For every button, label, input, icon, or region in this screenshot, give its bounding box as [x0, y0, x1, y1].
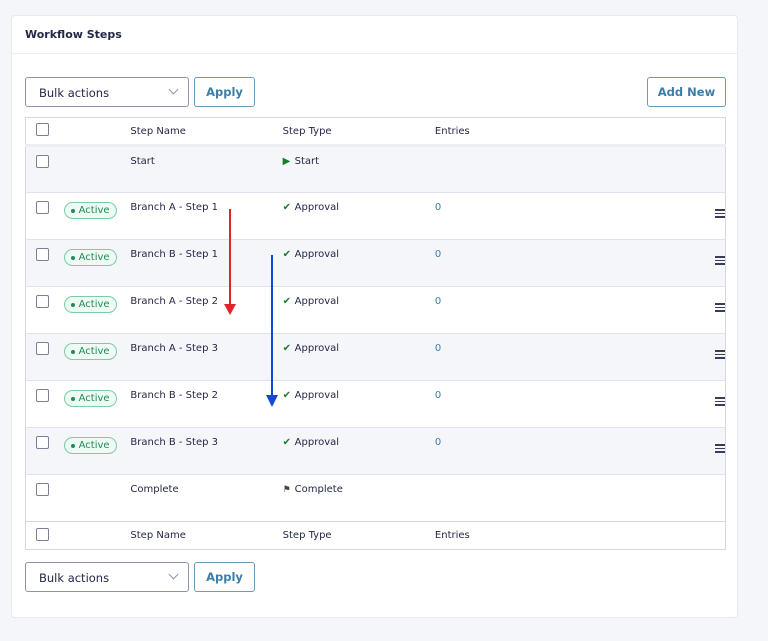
entries-count-link[interactable]: 0: [434, 437, 442, 448]
table-row[interactable]: Active Branch B - Step 1 ✔ Approval 0: [25, 239, 726, 287]
table-header-row: Step Name Step Type Entries: [25, 118, 726, 146]
table-row[interactable]: Active Branch A - Step 2 ✔ Approval 0: [25, 286, 726, 334]
bulk-actions-select-bottom[interactable]: Bulk actions: [25, 562, 189, 592]
step-type: Approval: [294, 249, 340, 260]
flag-icon: ⚑: [282, 485, 291, 495]
blue-arrowhead-icon: [266, 395, 278, 407]
bulk-actions-select-top[interactable]: Bulk actions: [25, 77, 189, 107]
step-type: Approval: [294, 343, 340, 354]
column-footer-step-type[interactable]: Step Type: [282, 530, 332, 541]
apply-button-top[interactable]: Apply: [194, 77, 255, 107]
blue-arrow-annotation: [266, 255, 278, 407]
row-checkbox[interactable]: [36, 155, 49, 168]
column-header-entries[interactable]: Entries: [434, 125, 470, 137]
step-name[interactable]: Complete: [130, 484, 179, 495]
step-type: Approval: [294, 296, 340, 307]
row-checkbox[interactable]: [36, 483, 49, 496]
bulk-actions-label: Bulk actions: [39, 571, 110, 585]
status-dot-icon: [70, 302, 75, 307]
row-checkbox[interactable]: [36, 342, 49, 355]
add-new-button[interactable]: Add New: [647, 77, 726, 107]
drag-handle-icon[interactable]: [715, 350, 725, 361]
red-arrow-annotation: [224, 209, 236, 315]
table-row[interactable]: Complete ⚑ Complete: [25, 474, 726, 522]
step-name[interactable]: Branch A - Step 2: [130, 296, 218, 307]
apply-button-bottom[interactable]: Apply: [194, 562, 255, 592]
entries-count-link[interactable]: 0: [434, 390, 442, 401]
check-icon: ✔: [282, 249, 292, 260]
check-icon: ✔: [282, 343, 292, 354]
step-name[interactable]: Branch B - Step 2: [130, 390, 218, 401]
play-icon: ▶: [282, 156, 291, 167]
drag-handle-icon[interactable]: [715, 444, 725, 455]
entries-count-link[interactable]: 0: [434, 343, 442, 354]
entries-count-link[interactable]: 0: [434, 202, 442, 213]
row-checkbox[interactable]: [36, 201, 49, 214]
drag-handle-icon[interactable]: [715, 256, 725, 267]
status-badge: Active: [63, 249, 117, 266]
chevron-down-icon: [168, 569, 179, 580]
table-row[interactable]: Active Branch A - Step 1 ✔ Approval 0: [25, 192, 726, 240]
workflow-steps-table: Step Name Step Type Entries Start ▶ Start…: [25, 117, 726, 550]
step-type: Approval: [294, 202, 340, 213]
row-checkbox[interactable]: [36, 295, 49, 308]
select-all-checkbox[interactable]: [36, 123, 49, 136]
entries-count-link[interactable]: 0: [434, 249, 442, 260]
table-row[interactable]: Active Branch B - Step 2 ✔ Approval 0: [25, 380, 726, 428]
column-footer-step-name[interactable]: Step Name: [130, 530, 186, 541]
column-footer-entries[interactable]: Entries: [434, 530, 470, 541]
step-type: Complete: [294, 484, 343, 495]
workflow-steps-panel: Workflow Steps Bulk actions Apply Add Ne…: [11, 15, 738, 618]
entries-count-link[interactable]: 0: [434, 296, 442, 307]
status-dot-icon: [70, 443, 75, 448]
status-badge: Active: [63, 202, 117, 219]
column-header-step-type[interactable]: Step Type: [282, 125, 332, 137]
step-type: Start: [294, 156, 320, 167]
step-name[interactable]: Branch B - Step 3: [130, 437, 218, 448]
row-checkbox[interactable]: [36, 389, 49, 402]
drag-handle-icon[interactable]: [715, 397, 725, 408]
status-dot-icon: [70, 349, 75, 354]
column-header-step-name[interactable]: Step Name: [130, 125, 186, 137]
table-row[interactable]: Active Branch B - Step 3 ✔ Approval 0: [25, 427, 726, 475]
drag-handle-icon[interactable]: [715, 303, 725, 314]
status-dot-icon: [70, 255, 75, 260]
status-badge: Active: [63, 343, 117, 360]
step-type: Approval: [294, 437, 340, 448]
row-checkbox[interactable]: [36, 436, 49, 449]
check-icon: ✔: [282, 437, 292, 448]
check-icon: ✔: [282, 296, 292, 307]
row-checkbox[interactable]: [36, 248, 49, 261]
status-badge: Active: [63, 296, 117, 313]
bulk-actions-label: Bulk actions: [39, 86, 110, 100]
status-dot-icon: [70, 396, 75, 401]
step-type: Approval: [294, 390, 340, 401]
select-all-checkbox-footer[interactable]: [36, 527, 49, 541]
table-row[interactable]: Start ▶ Start: [25, 145, 726, 193]
status-dot-icon: [70, 208, 75, 213]
table-row[interactable]: Active Branch A - Step 3 ✔ Approval 0: [25, 333, 726, 381]
step-name[interactable]: Branch B - Step 1: [130, 249, 218, 260]
red-arrowhead-icon: [224, 304, 236, 315]
drag-handle-icon[interactable]: [715, 209, 725, 220]
chevron-down-icon: [168, 84, 179, 95]
status-badge: Active: [63, 437, 117, 454]
step-name[interactable]: Branch A - Step 1: [130, 202, 218, 213]
panel-title: Workflow Steps: [12, 16, 737, 54]
table-footer-row: Step Name Step Type Entries: [25, 521, 726, 550]
check-icon: ✔: [282, 202, 292, 213]
status-badge: Active: [63, 390, 117, 407]
check-icon: ✔: [282, 390, 292, 401]
step-name[interactable]: Start: [130, 156, 155, 167]
step-name[interactable]: Branch A - Step 3: [130, 343, 218, 354]
